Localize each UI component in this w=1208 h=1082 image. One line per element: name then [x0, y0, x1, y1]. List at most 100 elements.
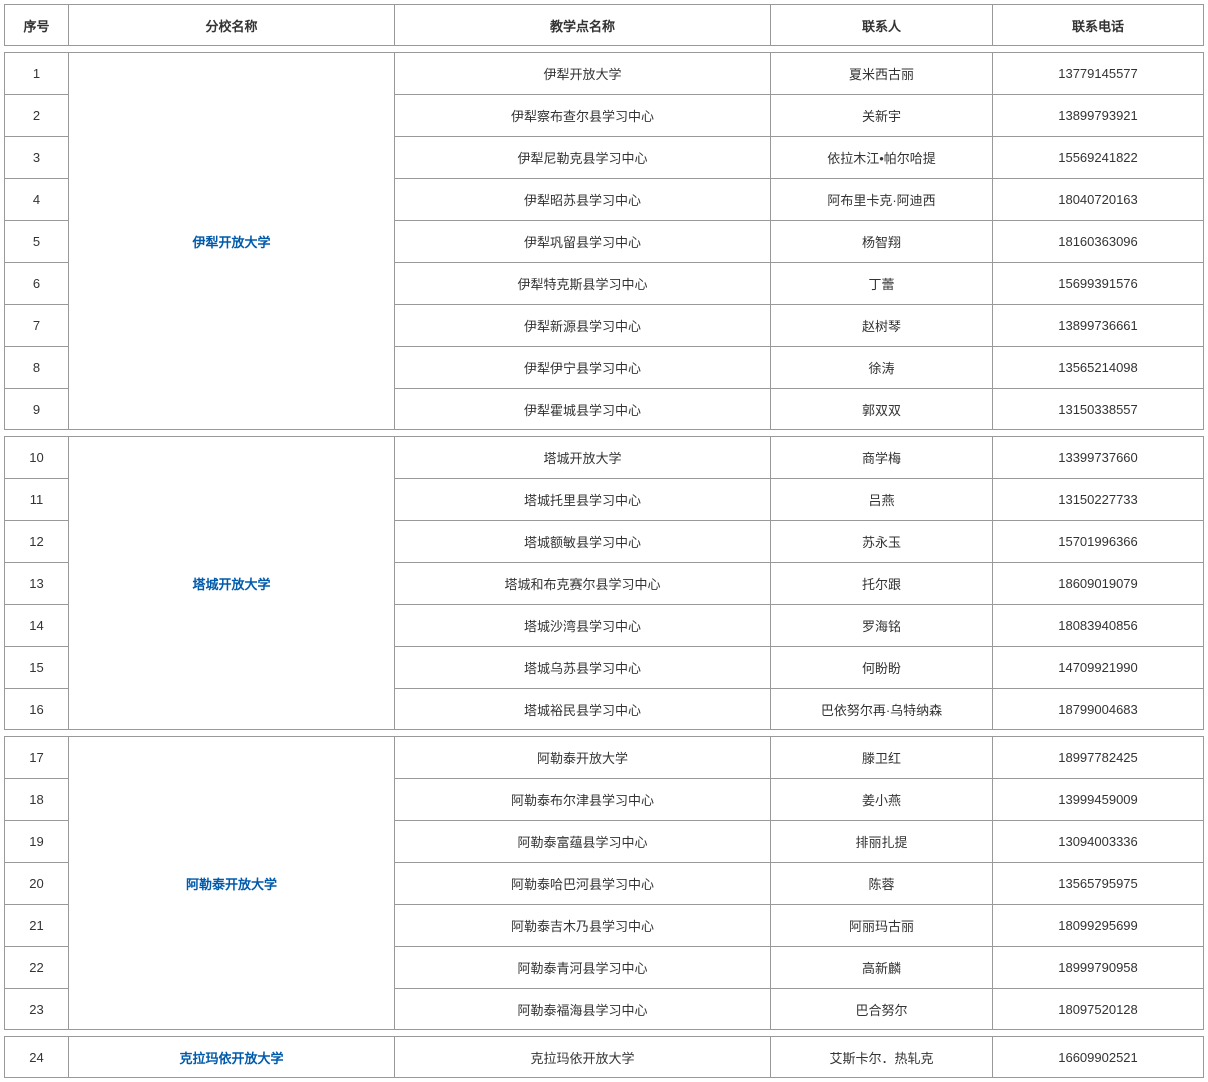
point-cell: 塔城乌苏县学习中心: [394, 646, 770, 688]
phone-cell: 18160363096: [992, 220, 1204, 262]
table-body: 1伊犁开放大学伊犁开放大学夏米西古丽137791455772伊犁察布查尔县学习中…: [4, 46, 1204, 1078]
contact-cell: 阿布里卡克·阿迪西: [770, 178, 992, 220]
phone-cell: 13094003336: [992, 820, 1204, 862]
seq-cell: 3: [4, 136, 68, 178]
phone-cell: 13150338557: [992, 388, 1204, 430]
contact-cell: 关新宇: [770, 94, 992, 136]
point-cell: 塔城额敏县学习中心: [394, 520, 770, 562]
point-cell: 伊犁新源县学习中心: [394, 304, 770, 346]
seq-cell: 10: [4, 436, 68, 478]
point-cell: 伊犁尼勒克县学习中心: [394, 136, 770, 178]
point-cell: 伊犁开放大学: [394, 52, 770, 94]
phone-cell: 13565214098: [992, 346, 1204, 388]
point-cell: 阿勒泰开放大学: [394, 736, 770, 778]
phone-cell: 13399737660: [992, 436, 1204, 478]
header-contact: 联系人: [770, 4, 992, 46]
header-branch: 分校名称: [68, 4, 394, 46]
branch-link[interactable]: 阿勒泰开放大学: [186, 877, 277, 892]
seq-cell: 7: [4, 304, 68, 346]
phone-cell: 13565795975: [992, 862, 1204, 904]
branch-cell: 伊犁开放大学: [68, 52, 394, 430]
header-seq: 序号: [4, 4, 68, 46]
contact-cell: 巴依努尔再·乌特纳森: [770, 688, 992, 730]
branch-table: 序号 分校名称 教学点名称 联系人 联系电话 1伊犁开放大学伊犁开放大学夏米西古…: [4, 4, 1204, 1078]
contact-cell: 陈蓉: [770, 862, 992, 904]
contact-cell: 夏米西古丽: [770, 52, 992, 94]
point-cell: 塔城和布克赛尔县学习中心: [394, 562, 770, 604]
table-row: 24克拉玛依开放大学克拉玛依开放大学艾斯卡尔．热轧克16609902521: [4, 1036, 1204, 1078]
seq-cell: 16: [4, 688, 68, 730]
point-cell: 阿勒泰布尔津县学习中心: [394, 778, 770, 820]
branch-link[interactable]: 伊犁开放大学: [192, 235, 270, 250]
contact-cell: 托尔跟: [770, 562, 992, 604]
phone-cell: 13150227733: [992, 478, 1204, 520]
branch-link[interactable]: 克拉玛依开放大学: [179, 1051, 283, 1066]
point-cell: 塔城裕民县学习中心: [394, 688, 770, 730]
seq-cell: 8: [4, 346, 68, 388]
table-header: 序号 分校名称 教学点名称 联系人 联系电话: [4, 4, 1204, 46]
seq-cell: 21: [4, 904, 68, 946]
seq-cell: 15: [4, 646, 68, 688]
phone-cell: 18099295699: [992, 904, 1204, 946]
seq-cell: 23: [4, 988, 68, 1030]
contact-cell: 丁蕾: [770, 262, 992, 304]
phone-cell: 18040720163: [992, 178, 1204, 220]
point-cell: 伊犁巩留县学习中心: [394, 220, 770, 262]
point-cell: 阿勒泰富蕴县学习中心: [394, 820, 770, 862]
seq-cell: 1: [4, 52, 68, 94]
contact-cell: 苏永玉: [770, 520, 992, 562]
point-cell: 伊犁霍城县学习中心: [394, 388, 770, 430]
branch-cell: 克拉玛依开放大学: [68, 1036, 394, 1078]
contact-cell: 姜小燕: [770, 778, 992, 820]
phone-cell: 18997782425: [992, 736, 1204, 778]
table-row: 1伊犁开放大学伊犁开放大学夏米西古丽13779145577: [4, 52, 1204, 94]
contact-cell: 巴合努尔: [770, 988, 992, 1030]
point-cell: 塔城开放大学: [394, 436, 770, 478]
phone-cell: 18799004683: [992, 688, 1204, 730]
point-cell: 伊犁伊宁县学习中心: [394, 346, 770, 388]
phone-cell: 13899793921: [992, 94, 1204, 136]
seq-cell: 6: [4, 262, 68, 304]
contact-cell: 阿丽玛古丽: [770, 904, 992, 946]
seq-cell: 14: [4, 604, 68, 646]
seq-cell: 22: [4, 946, 68, 988]
point-cell: 阿勒泰吉木乃县学习中心: [394, 904, 770, 946]
branch-cell: 塔城开放大学: [68, 436, 394, 730]
phone-cell: 14709921990: [992, 646, 1204, 688]
contact-cell: 赵树琴: [770, 304, 992, 346]
phone-cell: 15699391576: [992, 262, 1204, 304]
header-row: 序号 分校名称 教学点名称 联系人 联系电话: [4, 4, 1204, 46]
header-phone: 联系电话: [992, 4, 1204, 46]
point-cell: 阿勒泰福海县学习中心: [394, 988, 770, 1030]
point-cell: 塔城沙湾县学习中心: [394, 604, 770, 646]
table-row: 17阿勒泰开放大学阿勒泰开放大学滕卫红18997782425: [4, 736, 1204, 778]
table-container: 序号 分校名称 教学点名称 联系人 联系电话 1伊犁开放大学伊犁开放大学夏米西古…: [4, 4, 1204, 1078]
branch-link[interactable]: 塔城开放大学: [192, 577, 270, 592]
contact-cell: 何盼盼: [770, 646, 992, 688]
phone-cell: 13899736661: [992, 304, 1204, 346]
seq-cell: 2: [4, 94, 68, 136]
seq-cell: 12: [4, 520, 68, 562]
point-cell: 阿勒泰青河县学习中心: [394, 946, 770, 988]
point-cell: 伊犁昭苏县学习中心: [394, 178, 770, 220]
contact-cell: 徐涛: [770, 346, 992, 388]
point-cell: 克拉玛依开放大学: [394, 1036, 770, 1078]
phone-cell: 18999790958: [992, 946, 1204, 988]
seq-cell: 17: [4, 736, 68, 778]
phone-cell: 15569241822: [992, 136, 1204, 178]
contact-cell: 杨智翔: [770, 220, 992, 262]
point-cell: 伊犁察布查尔县学习中心: [394, 94, 770, 136]
contact-cell: 高新麟: [770, 946, 992, 988]
seq-cell: 4: [4, 178, 68, 220]
contact-cell: 滕卫红: [770, 736, 992, 778]
seq-cell: 13: [4, 562, 68, 604]
phone-cell: 13779145577: [992, 52, 1204, 94]
seq-cell: 24: [4, 1036, 68, 1078]
seq-cell: 5: [4, 220, 68, 262]
header-point: 教学点名称: [394, 4, 770, 46]
phone-cell: 18097520128: [992, 988, 1204, 1030]
seq-cell: 19: [4, 820, 68, 862]
seq-cell: 18: [4, 778, 68, 820]
point-cell: 阿勒泰哈巴河县学习中心: [394, 862, 770, 904]
seq-cell: 20: [4, 862, 68, 904]
